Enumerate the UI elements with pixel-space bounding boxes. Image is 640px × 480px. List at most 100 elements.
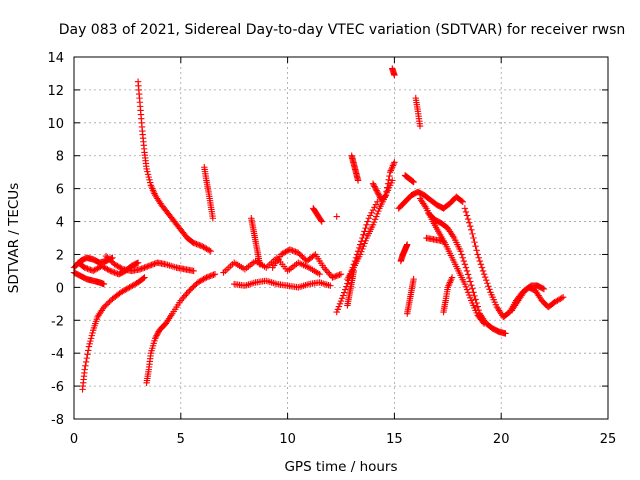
- data-point: [180, 294, 187, 301]
- data-point: [85, 343, 93, 350]
- data-point: [371, 216, 379, 223]
- data-point: [364, 218, 371, 225]
- data-point: [486, 286, 493, 293]
- data-point: [146, 179, 154, 186]
- data-point: [365, 215, 372, 222]
- data-point: [334, 306, 341, 313]
- data-point: [206, 247, 213, 254]
- data-point: [384, 180, 392, 187]
- data-point: [362, 224, 369, 232]
- data-point: [370, 218, 378, 226]
- data-point: [83, 354, 91, 362]
- data-point: [352, 254, 360, 261]
- x-tick-label: 10: [279, 432, 296, 447]
- y-tick-labels: -8 -6 -4 -2 0 2 4 6 8 10 12 14: [47, 51, 64, 428]
- x-tick-label: 20: [493, 432, 510, 447]
- data-point: [100, 303, 108, 311]
- data-point: [369, 206, 377, 214]
- data-point: [366, 212, 374, 219]
- data-point: [359, 245, 366, 253]
- data-point: [471, 238, 478, 246]
- data-point: [468, 226, 475, 233]
- data-point: [333, 213, 340, 220]
- data-point: [333, 308, 340, 316]
- data-point: [478, 264, 486, 271]
- data-point: [361, 228, 368, 235]
- series-sat-track-l: [269, 246, 345, 281]
- data-point: [361, 240, 368, 247]
- x-tick-label: 0: [70, 432, 78, 447]
- data-point: [372, 201, 380, 208]
- data-point: [209, 215, 217, 222]
- data-point: [355, 244, 363, 252]
- data-point: [470, 234, 477, 242]
- series-sat-track-n: [344, 177, 396, 283]
- x-tick-label: 15: [386, 432, 403, 447]
- data-point: [181, 292, 189, 299]
- series-sat-track-ae: [508, 282, 548, 314]
- series-sat-track-f: [134, 78, 214, 255]
- data-point: [354, 177, 362, 184]
- data-point: [357, 241, 364, 248]
- data-point: [316, 271, 323, 278]
- data-point: [384, 184, 391, 191]
- series-sat-track-k: [248, 215, 264, 268]
- data-point: [107, 257, 114, 264]
- series-sat-track-e: [102, 252, 197, 275]
- data-point: [154, 329, 162, 337]
- data-point: [337, 297, 345, 305]
- data-point: [106, 298, 113, 305]
- data-point: [151, 335, 159, 342]
- data-point: [457, 247, 464, 255]
- data-point: [463, 212, 471, 219]
- chart-title: Day 083 of 2021, Sidereal Day-to-day VTE…: [59, 22, 626, 38]
- series-sat-track-r: [348, 152, 362, 184]
- data-point: [207, 247, 214, 255]
- series-sat-track-j: [231, 277, 334, 291]
- data-point: [145, 173, 152, 181]
- data-point: [371, 183, 378, 190]
- data-point: [296, 250, 303, 258]
- data-point: [104, 254, 111, 261]
- data-point: [179, 295, 186, 303]
- y-tick-label: -6: [51, 380, 64, 395]
- data-point: [88, 332, 95, 339]
- data-point: [458, 251, 465, 258]
- data-point: [186, 287, 193, 294]
- y-tick-label: -2: [51, 314, 64, 329]
- data-point: [141, 274, 148, 281]
- data-point: [468, 281, 475, 289]
- data-point: [410, 178, 417, 186]
- series-sat-track-m: [310, 205, 325, 225]
- data-point: [473, 299, 480, 307]
- series-sat-track-x: [404, 275, 417, 317]
- data-point: [211, 271, 219, 278]
- data-point: [152, 333, 160, 341]
- data-point: [146, 176, 153, 184]
- data-point: [410, 275, 417, 283]
- data-point: [374, 210, 381, 218]
- data-point: [322, 266, 329, 273]
- data-point: [461, 205, 469, 212]
- data-point: [471, 292, 478, 300]
- data-point: [85, 347, 92, 354]
- data-point: [463, 267, 471, 275]
- data-point: [460, 257, 468, 265]
- data-point: [338, 295, 346, 302]
- data-point: [374, 190, 382, 197]
- data-point: [374, 188, 381, 196]
- x-tick-label: 5: [177, 432, 185, 447]
- series-sat-track-t: [389, 65, 398, 79]
- data-point: [480, 271, 488, 278]
- data-point: [474, 303, 481, 310]
- data-point: [87, 337, 94, 345]
- data-point: [368, 209, 375, 216]
- data-point: [472, 243, 479, 250]
- series-sat-track-w: [401, 172, 417, 186]
- series-sat-track-b: [70, 269, 108, 288]
- data-point: [86, 340, 93, 348]
- data-point: [187, 286, 194, 293]
- data-point: [82, 358, 90, 366]
- y-tick-label: 4: [56, 216, 64, 231]
- y-tick-label: 10: [47, 117, 64, 132]
